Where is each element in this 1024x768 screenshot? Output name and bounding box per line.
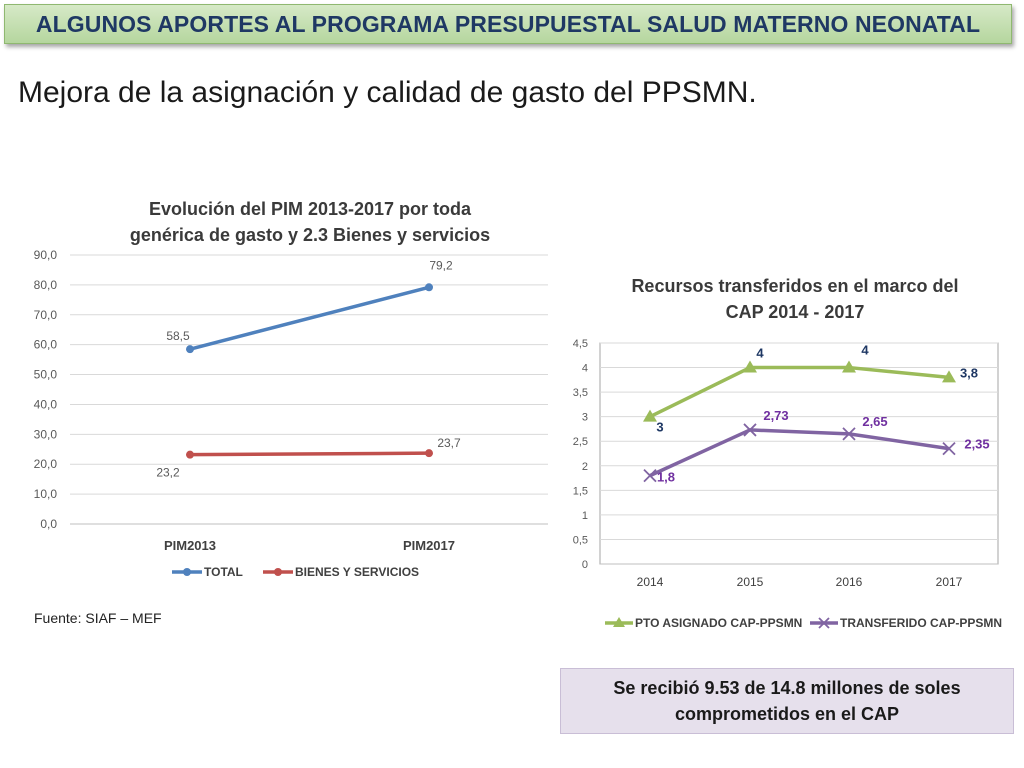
chart2-title-line2: CAP 2014 - 2017: [725, 302, 865, 322]
chart1-x-tick-label: PIM2017: [403, 538, 455, 553]
chart1-title-line1: Evolución del PIM 2013-2017 por toda: [148, 199, 472, 219]
chart2-data-label: 3: [656, 420, 663, 435]
chart2-point: [643, 409, 657, 422]
chart2-x-tick-label: 2017: [936, 575, 963, 589]
chart2-point: [643, 468, 657, 483]
chart1-y-tick-label: 30,0: [34, 427, 58, 441]
chart1-legend-label: TOTAL: [204, 565, 243, 579]
chart2-point: [743, 423, 757, 437]
chart2-point: [942, 441, 956, 456]
chart2-legend-marker: [818, 617, 830, 629]
chart2-data-label: 2,73: [763, 408, 788, 423]
chart1-point: [425, 283, 433, 292]
chart2-y-tick-label: 4: [582, 363, 588, 375]
chart2-y-tick-label: 2,5: [573, 436, 588, 448]
chart2-x-tick-label: 2014: [637, 575, 664, 589]
chart2-data-label: 4: [756, 346, 764, 361]
chart2-data-label: 3,8: [960, 365, 978, 380]
summary-note: Se recibió 9.53 de 14.8 millones de sole…: [560, 668, 1014, 734]
chart1-series-line: [189, 451, 430, 457]
chart2-y-tick-label: 0,5: [573, 534, 588, 546]
chart2-point: [842, 360, 856, 373]
chart1-data-label: 58,5: [166, 329, 190, 343]
chart1-y-tick-label: 80,0: [34, 278, 58, 292]
chart1-legend-marker: [274, 568, 282, 576]
chart2-y-tick-label: 2: [582, 461, 588, 473]
chart1-title-line2: genérica de gasto y 2.3 Bienes y servici…: [129, 225, 491, 245]
chart2-title-line1: Recursos transferidos en el marco del: [631, 276, 959, 296]
chart2-title: Recursos transferidos en el marco del CA…: [590, 273, 1000, 325]
chart2-point: [942, 370, 956, 383]
chart1-y-tick-label: 10,0: [34, 487, 58, 501]
chart1-series-line: [189, 285, 430, 351]
chart1-legend-label: BIENES Y SERVICIOS: [295, 565, 419, 579]
chart2-x-tick-label: 2016: [836, 575, 863, 589]
chart1-x-tick-label: PIM2013: [164, 538, 216, 553]
chart2-y-tick-label: 3,5: [573, 387, 588, 399]
chart1-y-tick-label: 0,0: [40, 517, 57, 531]
chart1-y-tick-label: 20,0: [34, 457, 58, 471]
chart1-point: [186, 345, 194, 354]
chart1-title: Evolución del PIM 2013-2017 por toda gen…: [95, 196, 525, 248]
chart2-y-tick-label: 1: [582, 510, 588, 522]
chart2-y-tick-label: 1,5: [573, 485, 588, 497]
header-banner: ALGUNOS APORTES AL PROGRAMA PRESUPUESTAL…: [4, 4, 1012, 44]
chart2-data-label: 2,35: [964, 437, 989, 452]
chart2-point: [743, 360, 757, 373]
chart2-data-label: 2,65: [862, 414, 887, 429]
chart2-point: [842, 427, 856, 441]
chart1-y-tick-label: 40,0: [34, 397, 58, 411]
chart1-y-tick-label: 60,0: [34, 338, 58, 352]
banner-title: ALGUNOS APORTES AL PROGRAMA PRESUPUESTAL…: [35, 10, 981, 37]
chart2-x-tick-label: 2015: [737, 575, 764, 589]
chart1-data-label: 79,2: [429, 258, 453, 272]
chart1-point: [425, 449, 433, 458]
chart1-data-label: 23,7: [437, 436, 461, 450]
chart2-series-line: [649, 365, 950, 419]
chart2-legend-marker: [613, 617, 625, 627]
chart1-data-label: 23,2: [156, 466, 180, 480]
chart1-legend-marker: [183, 568, 191, 576]
chart2-y-tick-label: 0: [582, 559, 588, 571]
chart2-series-line: [649, 428, 950, 478]
chart2-y-tick-label: 3: [582, 412, 588, 424]
chart2-legend-label: TRANSFERIDO CAP-PPSMN: [840, 616, 1002, 630]
chart2-data-label: 1,8: [657, 470, 675, 485]
chart2-legend-label: PTO ASIGNADO CAP-PPSMN: [635, 616, 802, 630]
slide-subtitle: Mejora de la asignación y calidad de gas…: [18, 76, 757, 109]
source-note: Fuente: SIAF – MEF: [34, 610, 162, 626]
chart1-y-tick-label: 70,0: [34, 308, 58, 322]
chart1-point: [186, 450, 194, 459]
chart2-data-label: 4: [861, 343, 869, 358]
chart2-y-tick-label: 4,5: [573, 338, 588, 350]
chart1-y-tick-label: 90,0: [34, 248, 58, 262]
chart1-y-tick-label: 50,0: [34, 368, 58, 382]
